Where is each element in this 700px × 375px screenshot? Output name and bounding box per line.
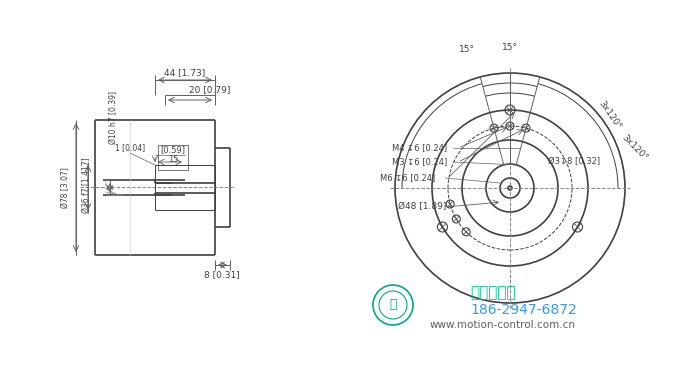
Text: Ø36 f7 [1.417]: Ø36 f7 [1.417] <box>83 157 92 213</box>
Text: Ø3↧8 [0.32]: Ø3↧8 [0.32] <box>548 158 600 166</box>
Text: 西安德伍拓: 西安德伍拓 <box>470 285 516 300</box>
Text: Ø78 [3.07]: Ø78 [3.07] <box>62 168 71 208</box>
Text: 8 [0.31]: 8 [0.31] <box>204 270 240 279</box>
Text: 15: 15 <box>168 156 178 165</box>
Text: M6 ↧6 [0.24]: M6 ↧6 [0.24] <box>380 174 435 183</box>
Text: 15°: 15° <box>502 42 518 51</box>
Text: Ø48 [1.89]: Ø48 [1.89] <box>398 202 446 211</box>
Bar <box>158 145 188 170</box>
Text: 3x120°: 3x120° <box>620 133 650 163</box>
Text: www.motion-control.com.cn: www.motion-control.com.cn <box>430 320 576 330</box>
Text: M4 ↧6 [0.24]: M4 ↧6 [0.24] <box>393 144 447 153</box>
Text: 44 [1.73]: 44 [1.73] <box>164 69 206 78</box>
Text: 20 [0.79]: 20 [0.79] <box>189 86 231 94</box>
Text: 3x120°: 3x120° <box>597 99 623 131</box>
Text: Ø10 h7 [0.39]: Ø10 h7 [0.39] <box>109 92 118 144</box>
Text: M3 ↧6 [0.24]: M3 ↧6 [0.24] <box>393 158 447 166</box>
Text: 15°: 15° <box>459 45 475 54</box>
Text: 德: 德 <box>389 298 397 312</box>
Text: 1 [0.04]: 1 [0.04] <box>115 144 145 153</box>
Text: 186-2947-6872: 186-2947-6872 <box>470 303 577 317</box>
Text: [0.59]: [0.59] <box>160 146 186 154</box>
